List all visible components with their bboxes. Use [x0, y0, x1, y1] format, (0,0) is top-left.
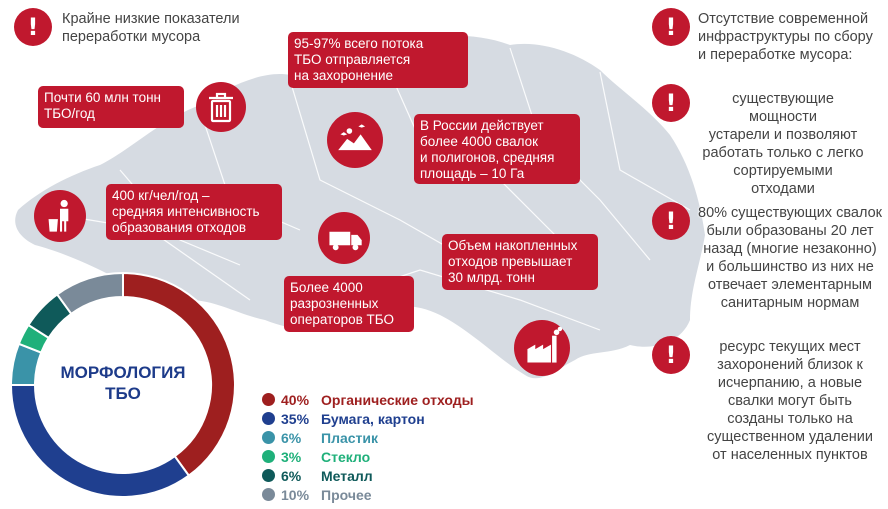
chart-title: МОРФОЛОГИЯ ТБО — [60, 363, 186, 403]
trash-bin-icon — [196, 82, 246, 132]
legend-swatch — [262, 393, 275, 406]
legend-swatch — [262, 450, 275, 463]
callout-operators: Более 4000 разрозненных операторов ТБО — [284, 276, 414, 332]
legend-value: 35% — [281, 410, 310, 427]
chart-legend: 40% Органические отходы 35% Бумага, картон 6… — [262, 390, 474, 504]
legend-value: 10% — [281, 486, 310, 503]
right-fact-capacity: существующие мощности устарели и позволя… — [702, 91, 864, 197]
legend-value: 6% — [281, 429, 302, 446]
morphology-donut: МОРФОЛОГИЯ ТБО — [8, 270, 238, 500]
left-fact-text: Крайне низкие показатели переработки мус… — [62, 11, 240, 45]
landfill-icon — [327, 112, 383, 168]
callout-landfill-count: В России действует более 4000 свалок и п… — [414, 114, 580, 184]
right-fact-infrastructure: Отсутствие современной инфраструктуры по… — [698, 11, 873, 63]
legend-item: 3% Стекло — [262, 447, 474, 466]
legend-value: 3% — [281, 448, 302, 465]
legend-label: Бумага, картон — [321, 410, 425, 427]
donut-slice-5 — [55, 271, 124, 316]
legend-swatch — [262, 431, 275, 444]
legend-value: 6% — [281, 467, 302, 484]
legend-item: 10% Прочее — [262, 485, 474, 504]
callout-landfill-share: 95-97% всего потока ТБО отправляется на … — [288, 32, 468, 88]
legend-label: Пластик — [321, 429, 378, 446]
garbage-truck-icon — [318, 212, 370, 264]
legend-label: Металл — [321, 467, 373, 484]
legend-swatch — [262, 412, 275, 425]
legend-swatch — [262, 488, 275, 501]
right-fact-landfills: 80% существующих свалок были образованы … — [698, 205, 882, 311]
callout-per-capita: 400 кг/чел/год – средняя интенсивность о… — [106, 184, 282, 240]
right-fact-resource: ресурс текущих мест захоронений близок к… — [707, 339, 873, 463]
callout-accumulated: Объем накопленных отходов превышает 30 м… — [442, 234, 598, 290]
exclamation-icon: ! — [652, 8, 690, 46]
legend-label: Стекло — [321, 448, 371, 465]
callout-annual-volume: Почти 60 млн тонн ТБО/год — [38, 86, 184, 128]
exclamation-icon: ! — [652, 202, 690, 240]
donut-chart-svg — [9, 271, 236, 498]
legend-item: 40% Органические отходы — [262, 390, 474, 409]
legend-label: Прочее — [321, 486, 372, 503]
factory-icon — [514, 320, 570, 376]
legend-item: 35% Бумага, картон — [262, 409, 474, 428]
exclamation-icon: ! — [652, 84, 690, 122]
legend-swatch — [262, 469, 275, 482]
legend-item: 6% Металл — [262, 466, 474, 485]
exclamation-icon: ! — [652, 336, 690, 374]
legend-label: Органические отходы — [321, 391, 474, 408]
legend-item: 6% Пластик — [262, 428, 474, 447]
person-disposing-trash-icon — [34, 190, 86, 242]
legend-value: 40% — [281, 391, 310, 408]
exclamation-icon: ! — [14, 8, 52, 46]
